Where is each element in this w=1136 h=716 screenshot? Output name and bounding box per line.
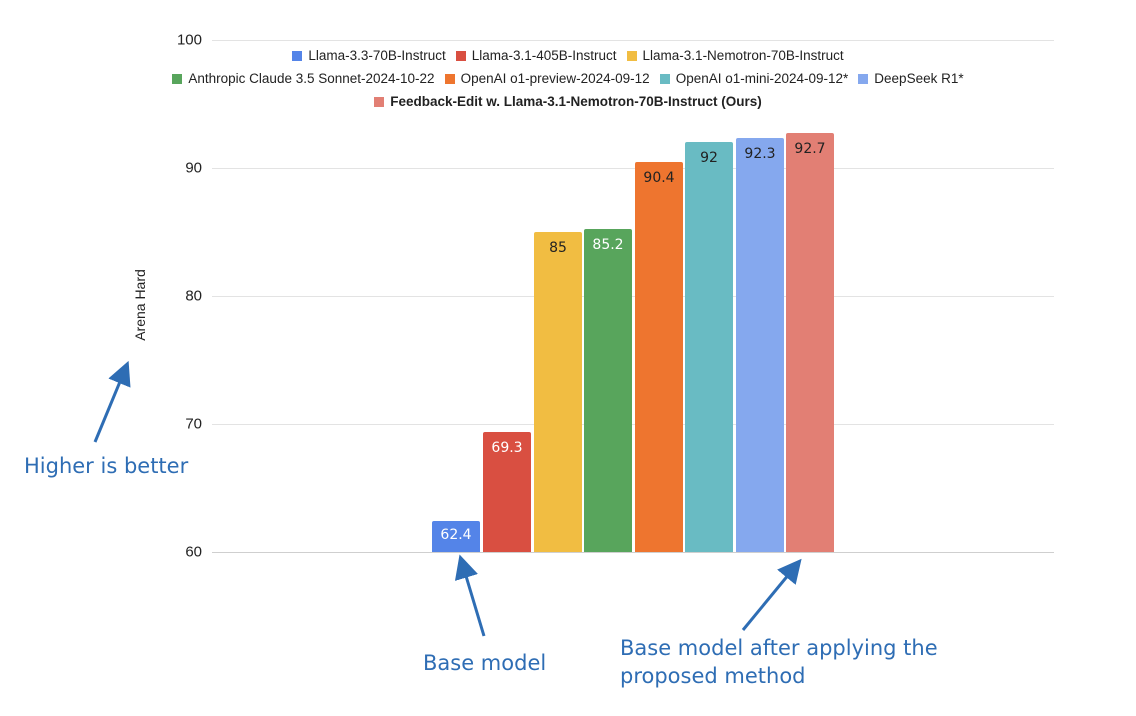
x-axis-baseline [212,552,1054,553]
gridline-80 [212,296,1054,297]
legend-swatch [455,50,466,61]
gridline-90 [212,168,1054,169]
legend-row-2: Anthropic Claude 3.5 Sonnet-2024-10-22 O… [0,71,1136,86]
legend-item-o1-preview: OpenAI o1-preview-2024-09-12 [444,71,650,86]
y-tick-60: 60 [185,543,202,561]
bar-llama-3-3-70b: 62.4 [432,521,480,552]
legend-item-nemotron-70b: Llama-3.1-Nemotron-70B-Instruct [626,48,844,63]
legend-item-claude-3-5-sonnet: Anthropic Claude 3.5 Sonnet-2024-10-22 [172,71,435,86]
annotation-after-line1: Base model after applying the [620,636,938,660]
legend-swatch [626,50,637,61]
y-tick-70: 70 [185,415,202,433]
annotation-base-model: Base model [423,651,547,675]
legend-row-1: Llama-3.3-70B-Instruct Llama-3.1-405B-In… [0,48,1136,63]
gridline-100 [212,40,1054,41]
y-tick-100: 100 [176,31,202,49]
legend-item-o1-mini: OpenAI o1-mini-2024-09-12* [659,71,848,86]
bar-o1-mini: 92 [685,142,733,552]
arrow-higher-is-better [93,360,131,443]
arrow-base-model-after [741,558,802,631]
legend-item-feedback-edit-ours: Feedback-Edit w. Llama-3.1-Nemotron-70B-… [374,94,762,109]
legend-swatch [659,73,670,84]
y-tick-80: 80 [185,287,202,305]
bar-nemotron-70b: 85 [534,232,582,552]
bar-claude-3-5-sonnet: 85.2 [584,229,632,552]
legend-swatch [172,73,183,84]
legend-item-llama-3-3-70b: Llama-3.3-70B-Instruct [292,48,446,63]
legend-swatch [444,73,455,84]
bar-feedback-edit-ours: 92.7 [786,133,834,552]
legend-item-llama-3-1-405b: Llama-3.1-405B-Instruct [455,48,617,63]
arrow-base-model [454,554,486,637]
annotation-higher-is-better: Higher is better [24,454,189,478]
bar-llama-3-1-405b: 69.3 [483,432,531,552]
legend-swatch [374,96,385,107]
gridline-70 [212,424,1054,425]
y-tick-90: 90 [185,159,202,177]
annotation-after-line2: proposed method [620,664,806,688]
legend-swatch [858,73,869,84]
bar-deepseek-r1: 92.3 [736,138,784,552]
legend-item-deepseek-r1: DeepSeek R1* [858,71,964,86]
bar-o1-preview: 90.4 [635,162,683,552]
legend-swatch [292,50,303,61]
legend-row-3: Feedback-Edit w. Llama-3.1-Nemotron-70B-… [0,94,1136,109]
